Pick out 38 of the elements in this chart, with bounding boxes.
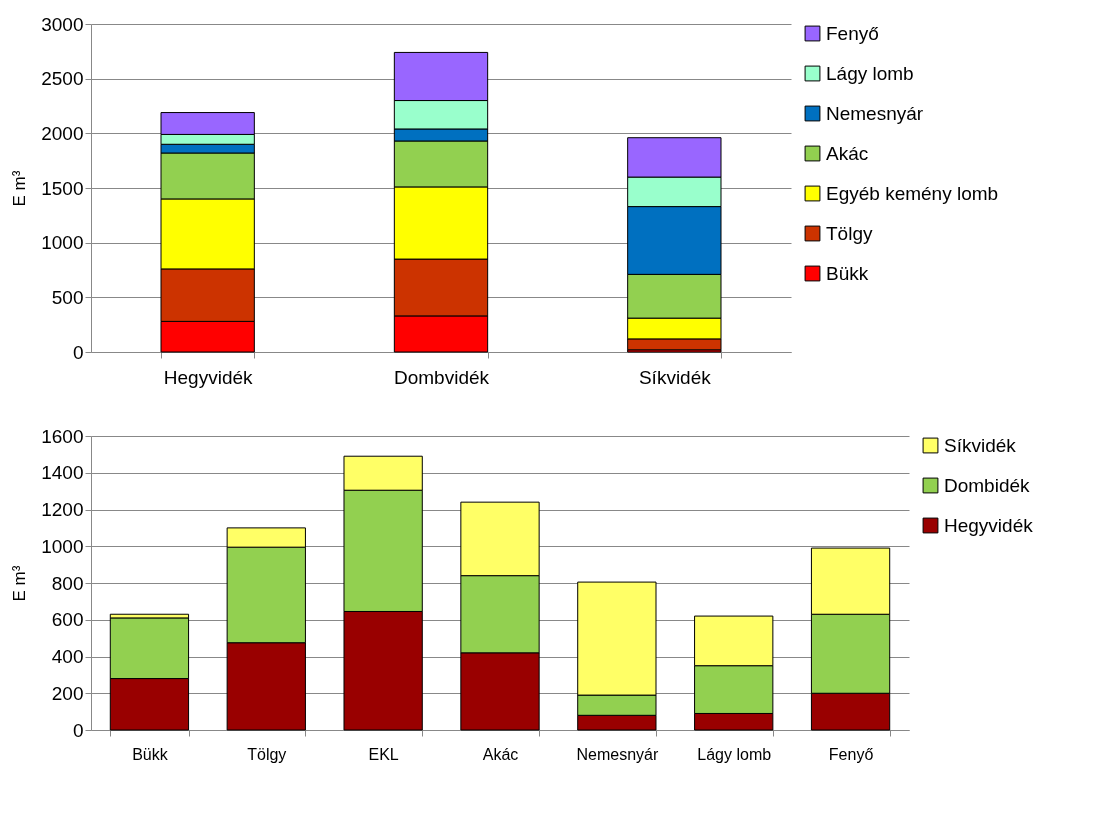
x-tick-label: Síkvidék	[638, 366, 712, 388]
legend-label: Lágy lomb	[826, 62, 914, 84]
legend-label: Nemesnyár	[826, 102, 924, 124]
y-tick-label: 500	[51, 286, 84, 308]
y-tick-label: 200	[51, 682, 84, 704]
y-tick-label: 1400	[41, 462, 84, 484]
y-tick-label: 1600	[41, 425, 84, 447]
y-tick-label: 0	[72, 719, 84, 741]
x-tick-label: Dombvidék	[393, 366, 490, 388]
legend-label: Tölgy	[826, 222, 873, 244]
x-tick-label: Hegyvidék	[163, 366, 254, 388]
y-tick-label: 400	[51, 646, 84, 667]
legend-label: Hegyvidék	[944, 514, 1034, 536]
y-tick-label: 800	[51, 572, 84, 594]
x-tick-label: Lágy lomb	[697, 745, 772, 763]
y-tick-label: 1500	[41, 177, 84, 199]
y-axis-title: E m³	[10, 170, 30, 207]
legend-label: Akác	[826, 142, 869, 164]
y-tick-label: 2000	[41, 122, 84, 144]
x-tick-label: Fenyő	[828, 745, 874, 763]
x-tick-label: EKL	[368, 745, 399, 763]
legend-label: Egyéb kemény lomb	[826, 182, 999, 204]
y-tick-label: 0	[72, 341, 84, 363]
x-tick-label: Nemesnyár	[576, 745, 659, 763]
legend-label: Síkvidék	[944, 434, 1017, 456]
legend-label: Dombidék	[944, 474, 1031, 496]
y-tick-label: 2500	[41, 68, 84, 90]
y-tick-label: 1000	[41, 535, 84, 557]
x-tick-label: Akác	[482, 745, 519, 763]
legend-label: Fenyő	[826, 22, 879, 44]
y-tick-label: 1200	[41, 499, 84, 520]
y-tick-label: 600	[51, 609, 84, 631]
legend-label: Bükk	[826, 262, 869, 284]
x-tick-label: Tölgy	[247, 745, 287, 763]
y-tick-label: 3000	[41, 13, 84, 35]
x-tick-label: Bükk	[132, 745, 169, 763]
y-tick-label: 1000	[41, 232, 84, 254]
y-axis-title: E m³	[10, 565, 30, 602]
